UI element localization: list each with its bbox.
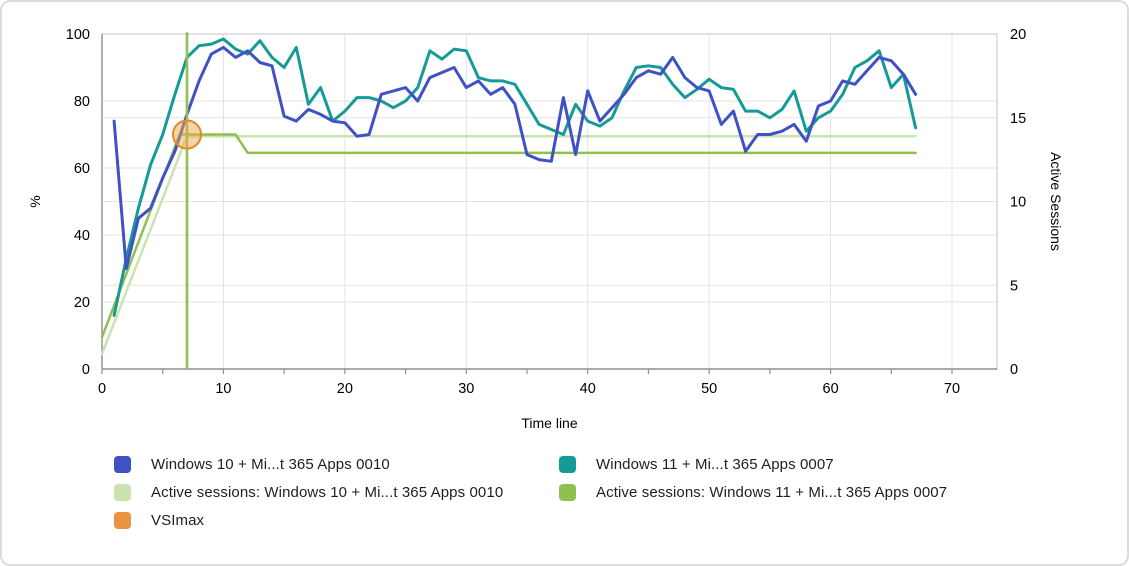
y-left-tick-label: 100 (66, 27, 90, 43)
x-tick-label: 10 (215, 381, 231, 397)
active-sessions-windows11-swatch-icon (559, 483, 576, 501)
chart-legend: Windows 10 + Mi...t 365 Apps 0010 Window… (114, 455, 947, 529)
y-right-tick-label: 0 (1010, 362, 1018, 378)
y-right-tick-label: 10 (1010, 195, 1026, 211)
legend-label: Active sessions: Windows 11 + Mi...t 365… (596, 483, 948, 501)
y-left-axis-title: % (27, 195, 43, 207)
y-left-tick-label: 60 (74, 161, 90, 177)
y-right-tick-label: 20 (1010, 27, 1026, 43)
legend-label: Active sessions: Windows 10 + Mi...t 365… (151, 483, 504, 501)
x-tick-label: 40 (580, 381, 596, 397)
y-left-tick-label: 0 (82, 362, 90, 378)
legend-label: VSImax (151, 511, 205, 529)
series-line-1 (112, 37, 918, 317)
legend-item-windows11[interactable]: Windows 11 + Mi...t 365 Apps 0007 (559, 455, 947, 473)
series-line-2 (100, 134, 917, 356)
vsimax-marker (172, 119, 202, 150)
series-line-3 (100, 133, 917, 339)
legend-item-windows10[interactable]: Windows 10 + Mi...t 365 Apps 0010 (114, 455, 559, 473)
y-left-tick-label: 40 (74, 228, 90, 244)
x-axis-title: Time line (521, 415, 577, 431)
windows11-series-swatch-icon (559, 455, 576, 473)
legend-item-active-sessions-windows10[interactable]: Active sessions: Windows 10 + Mi...t 365… (114, 483, 559, 501)
x-tick-label: 70 (944, 381, 960, 397)
vsimax-swatch-icon (114, 511, 131, 529)
legend-item-vsimax[interactable]: VSImax (114, 511, 559, 529)
legend-item-active-sessions-windows11[interactable]: Active sessions: Windows 11 + Mi...t 365… (559, 483, 947, 501)
vsimax-line-chart[interactable]: 0 10 20 30 40 50 60 70 0 20 40 60 80 100 0 5 10 15 20 Time … (2, 2, 1129, 447)
y-right-tick-label: 5 (1010, 278, 1018, 294)
active-sessions-windows10-swatch-icon (114, 483, 131, 501)
series-line-0 (112, 45, 918, 270)
legend-label: Windows 11 + Mi...t 365 Apps 0007 (596, 455, 834, 473)
x-tick-label: 0 (98, 381, 106, 397)
y-right-axis-title: Active Sessions (1048, 152, 1064, 251)
y-left-tick-label: 20 (74, 295, 90, 311)
windows10-series-swatch-icon (114, 455, 131, 473)
x-tick-label: 50 (701, 381, 717, 397)
y-right-tick-label: 15 (1010, 111, 1026, 127)
x-tick-label: 60 (823, 381, 839, 397)
legend-label: Windows 10 + Mi...t 365 Apps 0010 (151, 455, 390, 473)
y-left-tick-label: 80 (74, 94, 90, 110)
x-tick-label: 30 (458, 381, 474, 397)
x-tick-label: 20 (337, 381, 353, 397)
